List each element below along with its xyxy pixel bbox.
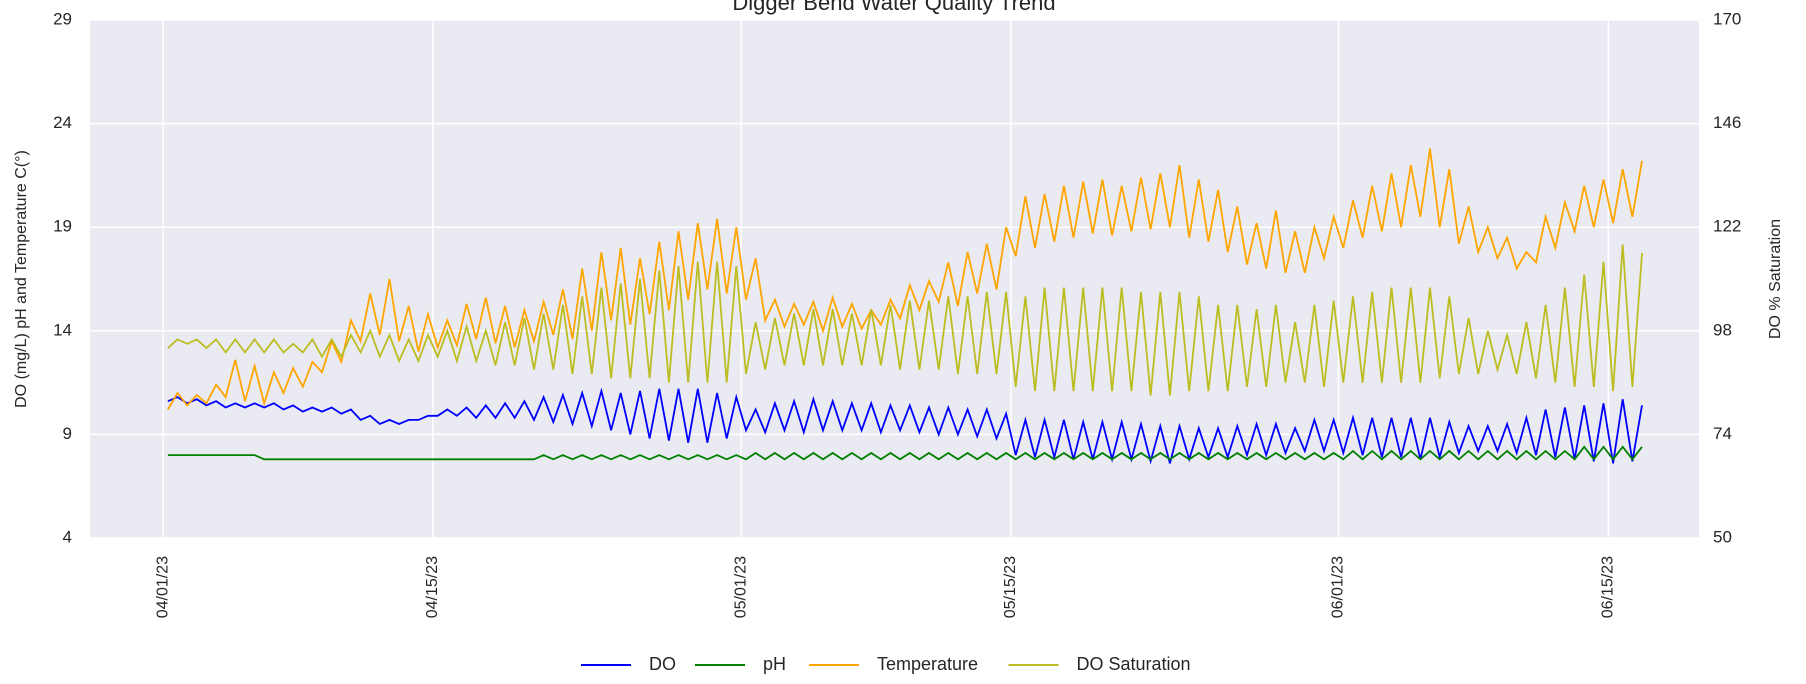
legend-label: DO (649, 654, 676, 674)
y2-tick-label: 122 (1713, 217, 1741, 236)
y2-tick-label: 50 (1713, 527, 1732, 546)
y2-tick-label: 170 (1713, 9, 1741, 28)
y2-tick-label: 74 (1713, 424, 1732, 443)
y2-tick-label: 146 (1713, 113, 1741, 132)
y-tick-label: 4 (63, 527, 72, 546)
legend-label: DO Saturation (1077, 654, 1191, 674)
x-tick-label: 05/01/23 (732, 556, 749, 618)
y-tick-label: 14 (53, 320, 72, 339)
y-tick-label: 19 (53, 217, 72, 236)
y2-tick-label: 98 (1713, 320, 1732, 339)
x-tick-label: 06/01/23 (1330, 556, 1347, 618)
y-tick-label: 9 (63, 424, 72, 443)
series-line (167, 387, 1643, 465)
x-tick-label: 04/15/23 (424, 556, 441, 618)
series-line (167, 445, 1643, 461)
series-line (167, 148, 1643, 410)
x-tick-label: 06/15/23 (1599, 556, 1616, 618)
y-tick-label: 24 (53, 113, 72, 132)
chart-title: Digger Bend Water Quality Trend (732, 0, 1055, 15)
plot-area (90, 20, 1699, 538)
series-line (167, 244, 1643, 396)
x-tick-label: 05/15/23 (1002, 556, 1019, 618)
x-tick-label: 04/01/23 (154, 556, 171, 618)
y-axis-label: DO (mg/L) pH and Temperature C(°) (13, 150, 30, 408)
legend-label: pH (763, 654, 786, 674)
legend-label: Temperature (877, 654, 978, 674)
y2-axis-label: DO % Saturation (1767, 219, 1784, 339)
y-tick-label: 29 (53, 9, 72, 28)
